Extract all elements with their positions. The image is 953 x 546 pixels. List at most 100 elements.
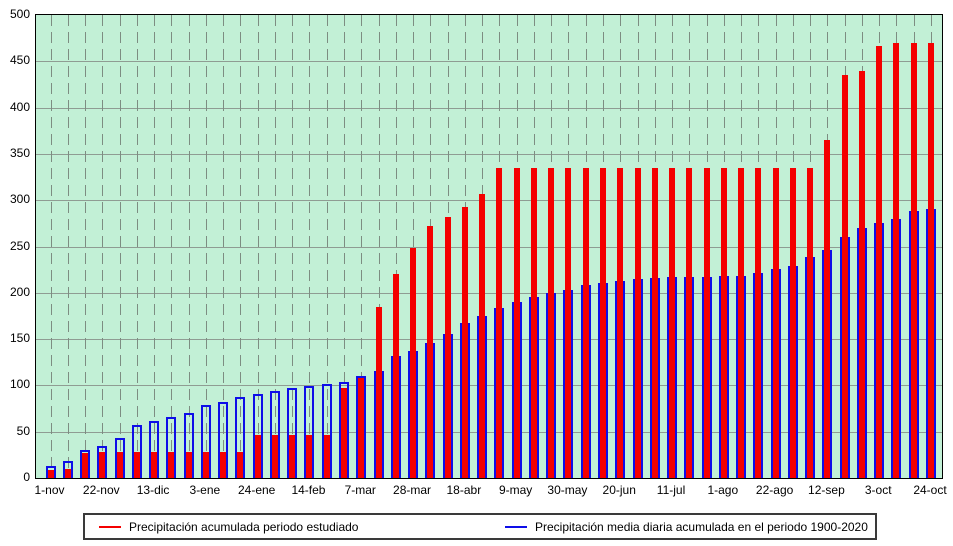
y-axis-tick-label: 150 (9, 331, 30, 346)
red-bar (271, 435, 278, 478)
x-axis-tick-label: 3-ene (189, 483, 221, 497)
x-axis-tick-label: 9-may (498, 483, 533, 497)
red-bar (151, 452, 158, 478)
red-bar (289, 435, 296, 478)
red-bar (513, 167, 520, 478)
horizontal-gridline (36, 292, 942, 294)
legend-label: Precipitación acumulada periodo estudiad… (129, 519, 359, 534)
vertical-dashed-gridline (413, 15, 415, 478)
red-bar (928, 42, 934, 478)
red-bar (893, 42, 900, 478)
red-bar (548, 167, 555, 478)
x-axis-tick-label: 3-oct (864, 483, 892, 497)
red-bar (444, 216, 451, 478)
vertical-dashed-gridline (292, 15, 294, 478)
legend-label: Precipitación media diaria acumulada en … (535, 519, 868, 534)
y-axis-tick-label: 50 (16, 423, 30, 438)
red-bar (634, 167, 641, 478)
red-bar (738, 167, 745, 478)
vertical-dashed-gridline (136, 15, 138, 478)
vertical-dashed-gridline (240, 15, 242, 478)
y-axis-tick-label: 100 (9, 377, 30, 392)
red-bar (410, 248, 417, 478)
red-bar (617, 167, 624, 478)
red-bar (599, 167, 606, 478)
red-bar (461, 206, 468, 478)
y-axis-tick-label: 250 (9, 238, 30, 253)
y-axis-tick-label: 300 (9, 192, 30, 207)
horizontal-gridline (36, 385, 942, 387)
red-bar (99, 452, 106, 478)
vertical-dashed-gridline (344, 15, 345, 478)
x-axis-tick-label: 1-nov (34, 483, 65, 497)
red-bar (427, 226, 434, 478)
red-line-icon (99, 525, 121, 528)
y-axis-tick-label: 350 (9, 145, 30, 160)
red-bar (237, 452, 244, 478)
horizontal-gridline (36, 200, 942, 202)
vertical-dashed-gridline (309, 15, 311, 478)
y-axis-tick-label: 400 (9, 99, 30, 114)
x-axis-tick-label: 12-sep (808, 483, 845, 497)
horizontal-gridline (36, 246, 942, 248)
red-bar (133, 452, 140, 478)
red-bar (530, 167, 537, 478)
plot-area (35, 14, 943, 479)
red-bar (358, 378, 365, 478)
x-axis-tick-label: 1-ago (707, 483, 739, 497)
horizontal-gridline (36, 107, 942, 109)
red-bar (323, 435, 330, 478)
y-axis-tick-label: 0 (23, 470, 30, 484)
red-bar (582, 167, 589, 478)
blue-line-icon (505, 525, 527, 528)
red-bar (651, 167, 658, 478)
red-bar (686, 167, 693, 478)
red-bar (669, 167, 676, 478)
red-bar (202, 452, 209, 478)
legend: Precipitación acumulada periodo estudiad… (83, 513, 877, 540)
red-bar (841, 75, 848, 478)
x-axis-tick-label: 24-ene (237, 483, 276, 497)
horizontal-gridline (36, 339, 942, 341)
y-axis-tick-label: 500 (9, 7, 30, 21)
vertical-dashed-gridline (154, 15, 156, 478)
x-axis-tick-label: 11-jul (656, 483, 686, 497)
vertical-dashed-gridline (326, 15, 328, 478)
x-axis-tick-label: 30-may (547, 483, 588, 497)
vertical-dashed-gridline (50, 15, 52, 478)
vertical-dashed-gridline (378, 15, 380, 478)
red-bar (375, 306, 382, 478)
red-bar (82, 453, 89, 478)
red-bar (306, 435, 313, 478)
red-bar (220, 452, 227, 478)
red-bar (703, 167, 710, 478)
x-axis-tick-label: 13-dic (136, 483, 170, 497)
horizontal-gridline (36, 153, 942, 155)
red-bar (755, 167, 762, 478)
vertical-dashed-gridline (223, 15, 225, 478)
x-axis-tick-label: 22-nov (82, 483, 120, 497)
red-bar (168, 452, 175, 478)
red-bar (772, 167, 779, 478)
x-axis-tick-label: 18-abr (446, 483, 482, 497)
red-bar (496, 167, 503, 478)
red-bar (807, 167, 814, 478)
red-bar (64, 468, 71, 478)
red-bar (341, 388, 347, 478)
y-axis-tick-label: 450 (9, 53, 30, 68)
legend-item-average-1900-2020: Precipitación media diaria acumulada en … (505, 515, 868, 538)
y-axis-tick-label: 200 (9, 284, 30, 299)
red-bar (392, 274, 399, 478)
red-bar (116, 452, 123, 478)
vertical-dashed-gridline (361, 15, 363, 478)
red-bar (185, 452, 192, 478)
red-bar (858, 70, 865, 478)
vertical-dashed-gridline (102, 15, 104, 478)
legend-item-accumulated-period: Precipitación acumulada periodo estudiad… (99, 515, 358, 538)
red-bar (254, 435, 261, 478)
vertical-dashed-gridline (257, 15, 259, 478)
x-axis-tick-label: 24-oct (913, 483, 947, 497)
x-axis-tick-label: 20-jun (602, 483, 636, 497)
red-bar (47, 469, 54, 478)
red-bar (789, 167, 796, 478)
